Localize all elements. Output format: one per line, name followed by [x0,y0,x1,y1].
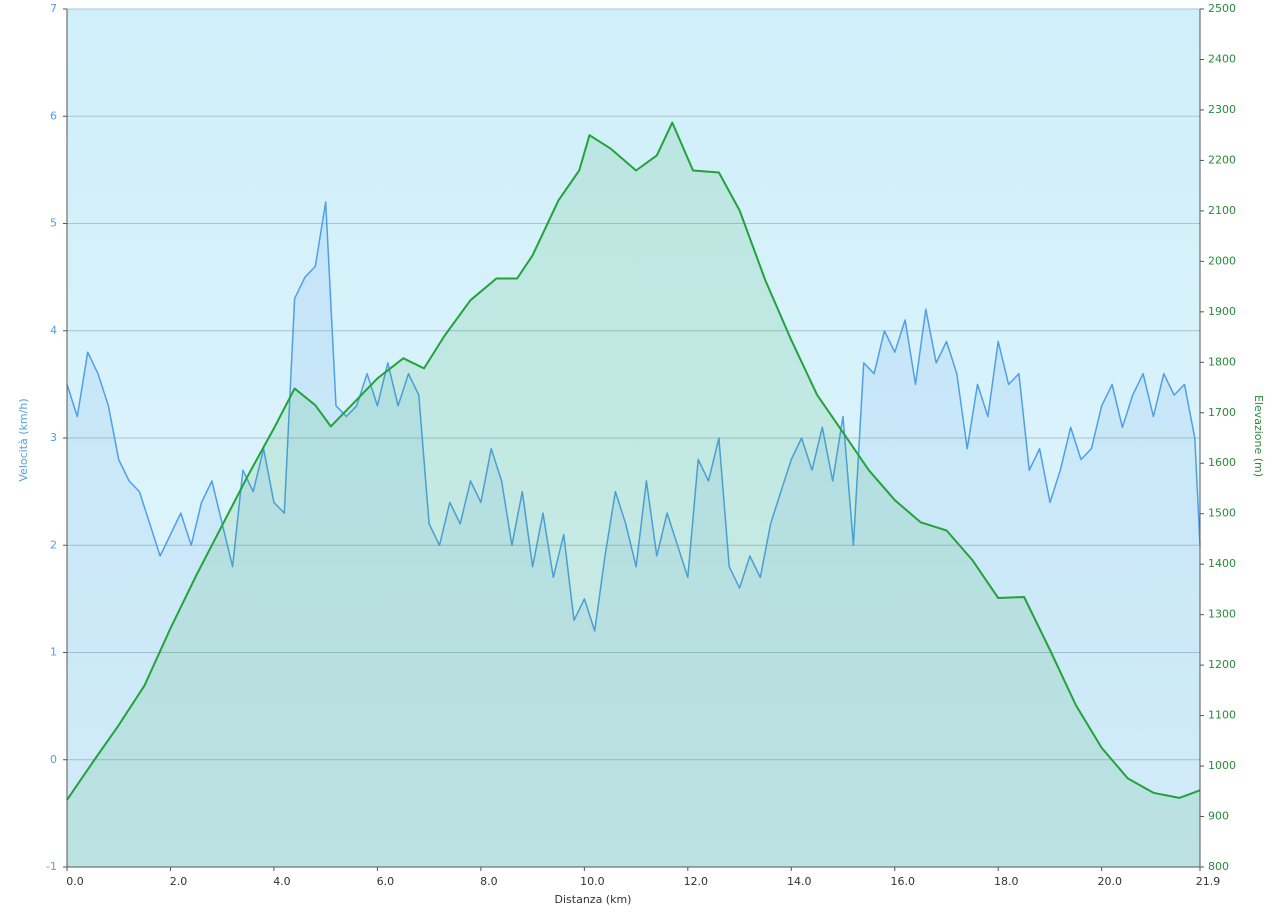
x-tick-label: 6.0 [377,875,395,888]
y-axis-label: Velocità (km/h) [17,398,30,481]
x-tick-label: 10.0 [580,875,605,888]
y2-tick-label: 800 [1208,860,1229,873]
y-tick-label: 1 [50,646,57,659]
area [67,122,1200,868]
y2-tick-label: 2100 [1208,204,1236,217]
y2-tick-label: 2300 [1208,103,1236,116]
x-tick-label: 20.0 [1097,875,1122,888]
y2-tick-label: 900 [1208,810,1229,823]
x-axis-label: Distanza (km) [555,893,632,906]
y-tick-label: 4 [50,324,57,337]
x-tick-label: 8.0 [480,875,498,888]
y2-tick-label: 1100 [1208,709,1236,722]
x-tick-label: 18.0 [994,875,1019,888]
x-tick-label: 12.0 [684,875,709,888]
x-tick-label: 14.0 [787,875,812,888]
y2-tick-label: 2200 [1208,153,1236,166]
y2-tick-label: 1400 [1208,557,1236,570]
y2-tick-label: 2400 [1208,52,1236,65]
y2-tick-label: 1200 [1208,658,1236,671]
x-tick-label: 4.0 [273,875,291,888]
y-tick-label: -1 [46,860,57,873]
x-tick-label: 2.0 [170,875,188,888]
line [66,201,1201,632]
y-tick-label: 7 [50,2,57,15]
y-tick-label: 3 [50,431,57,444]
y2-tick-label: 1900 [1208,305,1236,318]
x-tick-label: 0.0 [66,875,84,888]
y-tick-label: 6 [50,109,57,122]
y-tick-label: 5 [50,217,57,230]
y2-tick-label: 1700 [1208,406,1236,419]
y-tick-label: 0 [50,753,57,766]
y2-tick-label: 2000 [1208,254,1236,267]
x-tick-label: 21.9 [1196,875,1221,888]
y2-tick-label: 2500 [1208,2,1236,15]
y2-tick-label: 1500 [1208,507,1236,520]
y2-tick-label: 1000 [1208,759,1236,772]
y-tick-label: 2 [50,538,57,551]
line [66,121,1201,801]
y2-tick-label: 1600 [1208,456,1236,469]
y2-axis-label: Elevazione (m) [1252,395,1265,477]
x-tick-label: 16.0 [891,875,916,888]
y2-tick-label: 1800 [1208,355,1236,368]
y2-tick-label: 1300 [1208,608,1236,621]
area [67,202,1200,867]
